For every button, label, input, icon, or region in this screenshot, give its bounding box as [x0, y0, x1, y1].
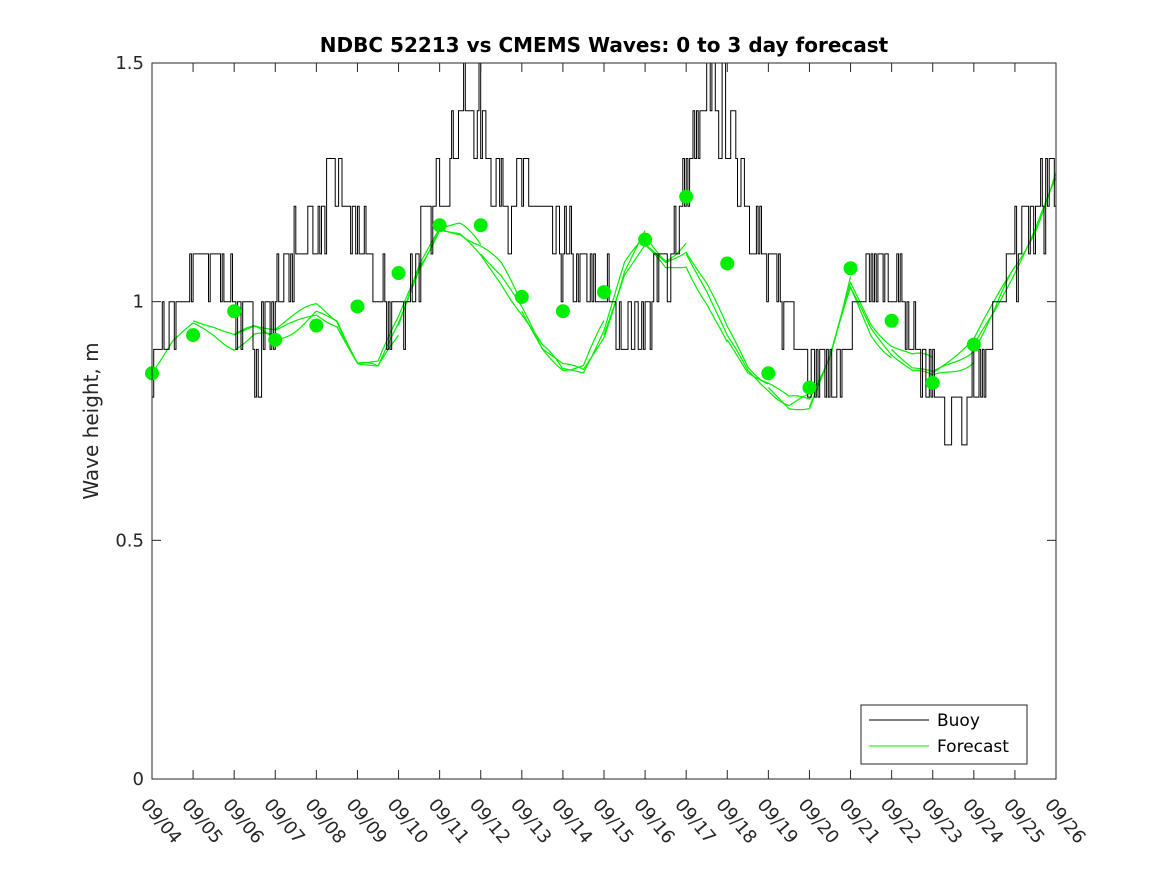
buoy-line	[152, 62, 1057, 446]
forecast-dot	[473, 218, 488, 233]
forecast-dot	[555, 304, 570, 319]
forecast-dot	[884, 313, 899, 328]
forecast-dot	[802, 380, 817, 395]
forecast-dot	[391, 266, 406, 281]
forecast-line	[685, 253, 810, 407]
forecast-line	[644, 243, 769, 385]
forecast-line	[891, 265, 1016, 373]
forecast-dot	[843, 261, 858, 276]
forecast-dot	[227, 304, 242, 319]
forecast-dot	[597, 285, 611, 300]
forecast-dot	[761, 366, 776, 381]
forecast-line	[603, 244, 728, 343]
forecast-dot	[679, 189, 694, 204]
legend: Buoy Forecast	[860, 704, 1028, 765]
forecast-dot	[268, 332, 283, 347]
forecast-dot	[309, 318, 324, 333]
forecast-dot	[514, 289, 529, 304]
forecast-line	[849, 287, 975, 376]
forecast-dot	[350, 299, 365, 314]
y-tick-label: 1	[133, 292, 144, 313]
forecast-dot	[966, 337, 981, 352]
forecast-dot	[186, 328, 201, 343]
forecast-line	[562, 235, 687, 374]
chart-title: NDBC 52213 vs CMEMS Waves: 0 to 3 day fo…	[320, 33, 889, 57]
forecast-dot	[720, 256, 735, 271]
y-axis-label: Wave height, m	[79, 342, 103, 499]
y-tick-label: 0.5	[115, 530, 144, 551]
legend-forecast-label: Forecast	[937, 737, 1009, 757]
buoy-series	[152, 62, 1057, 446]
y-tick-label: 1.5	[115, 53, 144, 74]
forecast-line	[439, 229, 564, 370]
y-axis-ticks: 0 0.5 1 1.5	[115, 53, 1056, 790]
legend-buoy-label: Buoy	[937, 711, 980, 731]
plot-area-background	[152, 63, 1056, 779]
forecast-dots	[145, 189, 981, 395]
forecast-dot	[925, 375, 940, 390]
forecast-line	[151, 322, 276, 374]
forecast-line	[973, 177, 1057, 345]
y-tick-label: 0	[133, 769, 144, 790]
forecast-dot	[432, 218, 447, 233]
forecast-line	[521, 230, 646, 371]
legend-box	[860, 704, 1028, 765]
forecast-dot	[638, 232, 653, 247]
